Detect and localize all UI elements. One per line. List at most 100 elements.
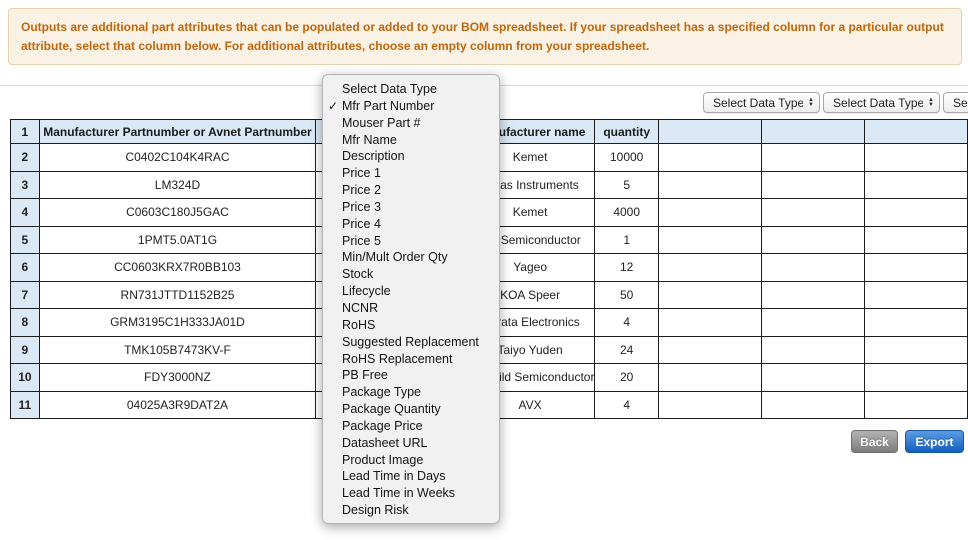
dropdown-item[interactable]: Price 5 — [342, 233, 381, 248]
dropdown-item[interactable]: Design Risk — [342, 503, 409, 518]
output-cell-1 — [657, 280, 762, 309]
output-cell-2 — [760, 390, 865, 419]
quantity-cell: 12 — [594, 253, 659, 282]
part-number-cell: 1PMT5.0AT1G — [38, 225, 317, 254]
output-cell-1 — [657, 253, 762, 282]
quantity-cell: 24 — [594, 335, 659, 364]
dropdown-item[interactable]: Product Image — [342, 452, 424, 467]
dropdown-item[interactable]: Suggested Replacement — [342, 334, 479, 349]
row-number-cell: 7 — [10, 280, 40, 309]
output-cell-3 — [863, 143, 968, 172]
quantity-cell: 5 — [594, 170, 659, 199]
output-cell-1 — [657, 363, 762, 392]
header-output-column-1 — [657, 119, 762, 144]
row-number-cell: 8 — [10, 308, 40, 337]
output-cell-2 — [760, 170, 865, 199]
dropdown-item[interactable]: Datasheet URL — [342, 435, 428, 450]
dropdown-item[interactable]: Package Quantity — [342, 402, 441, 417]
part-number-cell: TMK105B7473KV-F — [38, 335, 317, 364]
row-number-cell: 4 — [10, 198, 40, 227]
quantity-cell: 4000 — [594, 198, 659, 227]
output-cell-1 — [657, 198, 762, 227]
output-cell-3 — [863, 280, 968, 309]
header-quantity: quantity — [594, 119, 659, 144]
part-number-cell: FDY3000NZ — [38, 363, 317, 392]
dropdown-item[interactable]: Mfr Name — [342, 132, 397, 147]
output-cell-2 — [760, 198, 865, 227]
output-cell-1 — [657, 143, 762, 172]
dropdown-item[interactable]: Lead Time in Weeks — [342, 486, 456, 501]
row-number-cell: 5 — [10, 225, 40, 254]
data-type-select-2[interactable]: Select Data Type ▲ ▼ — [823, 92, 940, 113]
dropdown-item[interactable]: NCNR — [342, 300, 379, 315]
output-cell-1 — [657, 335, 762, 364]
output-cell-1 — [657, 225, 762, 254]
output-cell-2 — [760, 280, 865, 309]
quantity-cell: 4 — [594, 390, 659, 419]
header-output-column-3 — [863, 119, 968, 144]
output-cell-2 — [760, 363, 865, 392]
data-type-select-1[interactable]: Select Data Type ▲ ▼ — [703, 92, 820, 113]
output-cell-3 — [863, 390, 968, 419]
dropdown-item[interactable]: ✓ Mfr Part Number — [328, 98, 435, 113]
quantity-cell: 1 — [594, 225, 659, 254]
part-number-cell: LM324D — [38, 170, 317, 199]
row-number-cell: 9 — [10, 335, 40, 364]
row-number-cell: 6 — [10, 253, 40, 282]
quantity-cell: 20 — [594, 363, 659, 392]
quantity-cell: 4 — [594, 308, 659, 337]
output-cell-3 — [863, 225, 968, 254]
data-type-select-3-value: Select Data Type — [953, 95, 968, 110]
column-selectors-row: Select Data Type ▲ ▼ Select Data Type ▲ ▼ … — [0, 92, 968, 114]
part-number-cell: 04025A3R9DAT2A — [38, 390, 317, 419]
quantity-cell: 50 — [594, 280, 659, 309]
header-part-number: Manufacturer Partnumber or Avnet Partnum… — [38, 119, 317, 144]
dropdown-item[interactable]: Price 3 — [342, 199, 381, 214]
output-cell-3 — [863, 253, 968, 282]
select-arrows-icon: ▲ ▼ — [928, 96, 934, 108]
select-arrows-icon: ▲ ▼ — [808, 96, 814, 108]
row-number-cell: 2 — [10, 143, 40, 172]
part-number-cell: C0603C180J5GAC — [38, 198, 317, 227]
dropdown-item[interactable]: Price 1 — [342, 166, 381, 181]
checkmark-icon: ✓ — [328, 98, 339, 113]
output-cell-3 — [863, 335, 968, 364]
dropdown-item[interactable]: RoHS Replacement — [342, 351, 453, 366]
part-number-cell: RN731JTTD1152B25 — [38, 280, 317, 309]
dropdown-item[interactable]: Select Data Type — [342, 82, 437, 96]
output-cell-3 — [863, 308, 968, 337]
quantity-cell: 10000 — [594, 143, 659, 172]
data-type-select-2-value: Select Data Type — [833, 95, 923, 110]
header-output-column-2 — [760, 119, 865, 144]
dropdown-item[interactable]: RoHS — [342, 317, 376, 332]
header-row-number: 1 — [10, 119, 40, 144]
output-cell-1 — [657, 390, 762, 419]
dropdown-item[interactable]: Package Type — [342, 385, 421, 400]
dropdown-item[interactable]: Lead Time in Days — [342, 469, 446, 484]
back-button[interactable]: Back — [851, 430, 898, 453]
data-type-select-1-value: Select Data Type — [713, 95, 803, 110]
dropdown-item[interactable]: Price 2 — [342, 183, 381, 198]
dropdown-item[interactable]: Package Price — [342, 418, 423, 433]
output-cell-2 — [760, 225, 865, 254]
outputs-instruction-banner: Outputs are additional part attributes t… — [8, 8, 962, 66]
dropdown-item[interactable]: Stock — [342, 267, 374, 282]
output-cell-3 — [863, 363, 968, 392]
dropdown-item[interactable]: PB Free — [342, 368, 388, 383]
export-button[interactable]: Export — [905, 430, 964, 453]
part-number-cell: C0402C104K4RAC — [38, 143, 317, 172]
row-number-cell: 10 — [10, 363, 40, 392]
dropdown-item[interactable]: Lifecycle — [342, 284, 391, 299]
dropdown-item[interactable]: Min/Mult Order Qty — [342, 250, 448, 265]
dropdown-item[interactable]: Description — [342, 149, 405, 164]
output-cell-2 — [760, 143, 865, 172]
row-number-cell: 11 — [10, 390, 40, 419]
part-number-cell: CC0603KRX7R0BB103 — [38, 253, 317, 282]
output-cell-3 — [863, 198, 968, 227]
dropdown-item[interactable]: Price 4 — [342, 216, 381, 231]
output-cell-1 — [657, 170, 762, 199]
dropdown-item[interactable]: Mouser Part # — [342, 115, 421, 130]
output-cell-2 — [760, 308, 865, 337]
data-type-dropdown-menu: Select Data Type ✓ Mfr Part Number Mouser P… — [322, 74, 500, 524]
data-type-select-3[interactable]: Select Data Type ▲▼ — [943, 92, 968, 113]
